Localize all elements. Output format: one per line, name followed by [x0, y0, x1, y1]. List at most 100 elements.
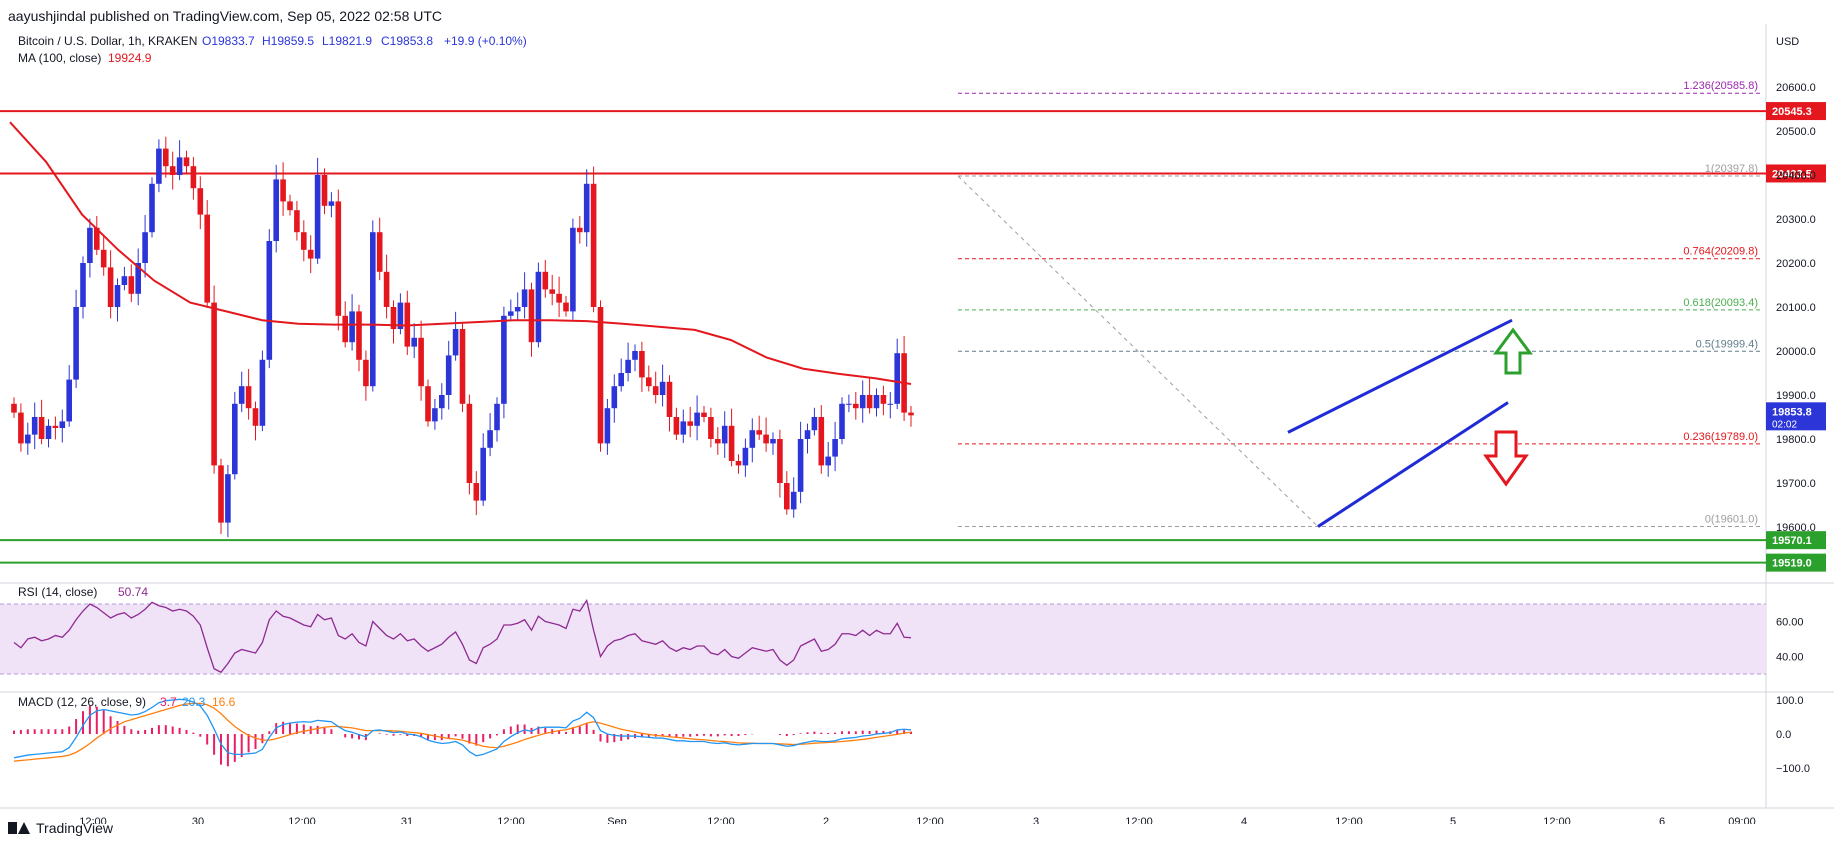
time-tick-label: 3	[1033, 816, 1039, 824]
fib-level-label: 0.764(20209.8)	[1683, 246, 1758, 258]
rsi-value: 50.74	[118, 585, 148, 599]
price-tick-label: 20000.0	[1776, 346, 1816, 358]
candle-body	[487, 430, 493, 448]
candles: 19853.802:02	[11, 136, 1826, 538]
price-axis: 19600.0 19700.0 19800.0 19900.0 20000.0 20100…	[1776, 82, 1816, 534]
price-tick-label: 20300.0	[1776, 214, 1816, 226]
candle-body	[266, 241, 273, 360]
fib-level-label: 1.236(20585.8)	[1683, 80, 1758, 92]
candle-body	[508, 311, 514, 316]
candle-body	[245, 386, 252, 409]
fib-level-label: 1(20397.8)	[1705, 163, 1758, 175]
candle-body	[701, 412, 707, 417]
candle-body	[777, 439, 783, 483]
candle-body	[314, 175, 321, 259]
candle-body	[894, 353, 900, 404]
candle-body	[169, 166, 176, 175]
channel-upper-line	[1287, 318, 1513, 434]
price-chart[interactable]: 1.236(20585.8) 1(20397.8) 0.764(20209.8) 0.…	[0, 24, 1834, 824]
candle-body	[583, 183, 590, 233]
candle-body	[45, 425, 52, 439]
legend-high: H19859.5	[262, 34, 314, 48]
footer-label: TradingView	[36, 820, 114, 836]
candle-body	[439, 395, 445, 409]
candle-body	[190, 166, 197, 189]
candle-body	[521, 289, 528, 307]
time-tick-label: Sep	[607, 816, 627, 824]
macd-tick-label: 100.0	[1776, 695, 1804, 707]
candle-body	[183, 157, 190, 167]
resistance-price-label: 20545.3	[1772, 106, 1812, 118]
candle-body	[252, 408, 259, 426]
candle-body	[232, 403, 238, 475]
candle-body	[370, 232, 376, 387]
candle-body	[873, 395, 880, 409]
candle-body	[832, 439, 838, 457]
candle-body	[818, 417, 825, 466]
candle-body	[73, 307, 79, 380]
macd-line	[13, 698, 912, 759]
candle-body	[473, 483, 480, 501]
current-price-label: 19853.8	[1772, 406, 1812, 418]
candle-body	[618, 373, 624, 387]
candle-body	[659, 381, 666, 395]
candle-body	[687, 421, 693, 426]
candle-body	[204, 214, 210, 303]
time-tick-label: 12:00	[707, 816, 735, 824]
fib-level-label: 0(19601.0)	[1705, 514, 1758, 526]
candle-body	[328, 201, 335, 206]
candle-body	[445, 355, 452, 395]
ma100-line	[9, 121, 912, 386]
candle-body	[425, 386, 431, 422]
candle-body	[307, 249, 314, 259]
candle-body	[680, 421, 687, 435]
candle-body	[570, 227, 576, 312]
candle-body	[853, 403, 859, 409]
candle-body	[590, 183, 597, 307]
candle-body	[294, 210, 300, 233]
candle-body	[100, 249, 107, 268]
candle-body	[432, 408, 438, 422]
support-price-tag	[1766, 531, 1826, 550]
candle-body	[128, 276, 135, 294]
time-tick-label: 6	[1659, 816, 1665, 824]
fib-level-label: 0.618(20093.4)	[1683, 297, 1758, 309]
support-price-label: 19570.1	[1772, 535, 1812, 547]
candle-body	[549, 289, 555, 294]
candle-body	[121, 276, 128, 285]
candle-body	[418, 337, 424, 387]
current-price-tag	[1766, 402, 1826, 431]
candle-body	[259, 359, 266, 426]
price-tick-label: 20400.0	[1776, 170, 1816, 182]
candle-body	[797, 439, 804, 492]
legend-change: +19.9 (+0.10%)	[444, 34, 527, 48]
time-tick-label: 12:00	[288, 816, 316, 824]
support-price-tag	[1766, 553, 1826, 572]
macd-title: MACD (12, 26, close, 9)	[18, 695, 146, 709]
legend-ma-label: MA (100, close)	[18, 51, 101, 65]
candle-body	[156, 148, 162, 184]
candle-body	[18, 412, 24, 444]
candle-body	[646, 377, 652, 387]
candle-body	[597, 307, 604, 444]
candle-body	[804, 430, 811, 439]
time-tick-label: 30	[192, 816, 204, 824]
price-tick-label: 19900.0	[1776, 390, 1816, 402]
macd-value-line: 20.3	[182, 695, 206, 709]
footer-brand: TradingView	[8, 820, 113, 836]
candle-body	[514, 307, 521, 312]
candle-body	[887, 403, 894, 405]
candle-body	[666, 381, 673, 417]
candle-body	[866, 395, 873, 409]
time-tick-label: 12:00	[916, 816, 944, 824]
candle-body	[749, 430, 756, 448]
candle-body	[349, 311, 355, 343]
price-tick-label: 20500.0	[1776, 126, 1816, 138]
candle-body	[639, 351, 645, 378]
price-tick-label: 19600.0	[1776, 522, 1816, 534]
arrow-up-icon	[1493, 327, 1533, 375]
price-tick-label: 19800.0	[1776, 434, 1816, 446]
time-axis: 12:00 30 12:00 31 12:00 Sep 12:00 2 12:00 3 12:00 4…	[79, 816, 1756, 824]
candle-body	[390, 307, 397, 329]
resistance-price-tag	[1766, 102, 1826, 121]
